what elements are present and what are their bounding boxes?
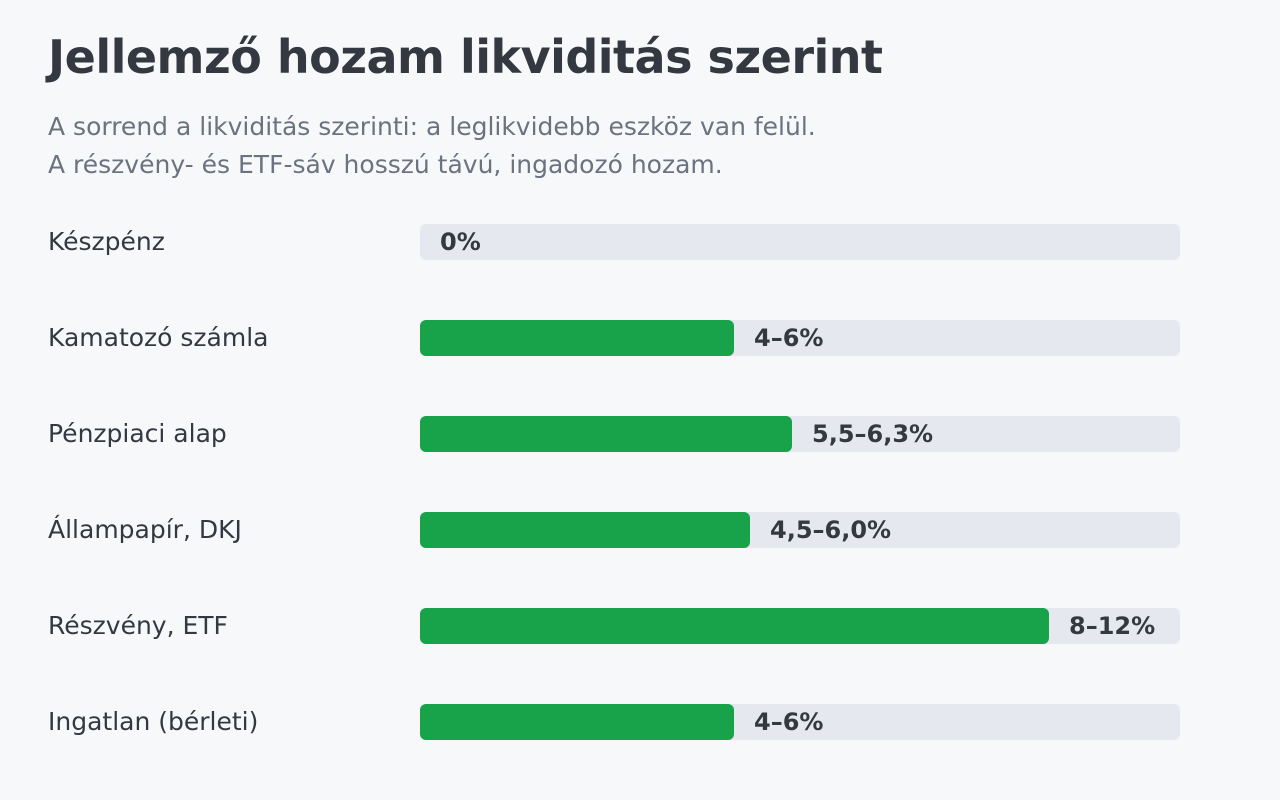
data-label: 0% bbox=[440, 228, 481, 256]
data-label: 4,5–6,0% bbox=[770, 516, 892, 544]
bar bbox=[420, 416, 792, 452]
bar bbox=[420, 704, 734, 740]
bar bbox=[420, 512, 750, 548]
chart-subtitle-line-2: A részvény- és ETF-sáv hosszú távú, inga… bbox=[48, 150, 723, 179]
bar-track: 4–6% bbox=[420, 320, 1180, 356]
data-label: 8–12% bbox=[1069, 612, 1156, 640]
bar-track: 4–6% bbox=[420, 704, 1180, 740]
category-label: Pénzpiaci alap bbox=[48, 419, 227, 448]
category-label: Ingatlan (bérleti) bbox=[48, 707, 259, 736]
data-label: 4–6% bbox=[754, 708, 824, 736]
category-label: Készpénz bbox=[48, 227, 165, 256]
category-label: Állampapír, DKJ bbox=[48, 515, 242, 544]
chart-title: Jellemző hozam likviditás szerint bbox=[48, 30, 883, 84]
bar bbox=[420, 608, 1049, 644]
bar-track: 5,5–6,3% bbox=[420, 416, 1180, 452]
bar-track: 0% bbox=[420, 224, 1180, 260]
bar bbox=[420, 320, 734, 356]
category-label: Kamatozó számla bbox=[48, 323, 269, 352]
chart-subtitle-line-1: A sorrend a likviditás szerinti: a legli… bbox=[48, 112, 816, 141]
data-label: 4–6% bbox=[754, 324, 824, 352]
bar-track: 8–12% bbox=[420, 608, 1180, 644]
data-label: 5,5–6,3% bbox=[812, 420, 934, 448]
bar-track: 4,5–6,0% bbox=[420, 512, 1180, 548]
category-label: Részvény, ETF bbox=[48, 611, 228, 640]
